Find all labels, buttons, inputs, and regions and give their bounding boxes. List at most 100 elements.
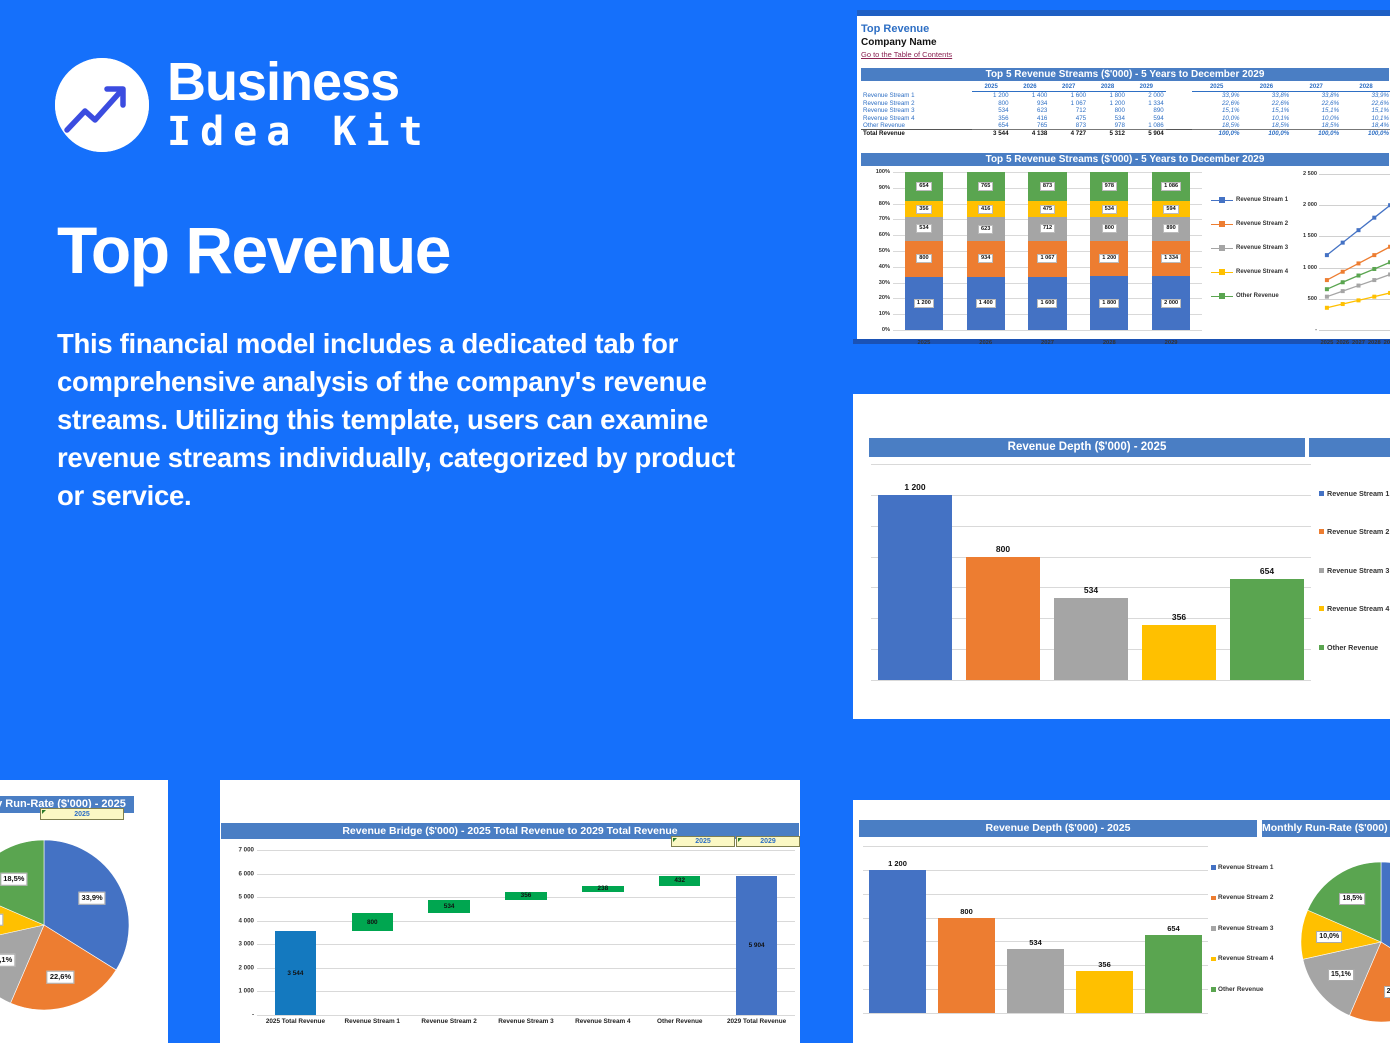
legend-item: Revenue Stream 2 — [1211, 212, 1289, 236]
legend-label: Revenue Stream 2 — [1236, 221, 1289, 227]
data-label: 800 — [995, 543, 1011, 554]
monthly-run-rate-pie-right: 33,9%22,6%15,1%10,0%18,5% — [1301, 862, 1390, 1022]
stacked-bar-segment: 2 000 — [1151, 276, 1191, 330]
x-axis-tick: 2029 Total Revenue — [726, 1018, 787, 1025]
x-axis-tick: Revenue Stream 3 — [498, 1018, 554, 1025]
stacked-bar-segment: 594 — [1151, 201, 1191, 217]
monthly-run-rate-title-right: Monthly Run-Rate ($'000) - 2025 — [1262, 820, 1390, 837]
legend-label: Revenue Stream 4 — [1327, 604, 1390, 614]
year-selector-dropdown[interactable]: 2025 — [40, 808, 124, 820]
gridline — [871, 525, 1311, 527]
data-label: 356 — [1098, 959, 1111, 969]
data-label: 765 — [978, 182, 994, 192]
y-axis-tick: 90% — [878, 184, 890, 191]
sheet-header: Top Revenue Company Name Go to the Table… — [861, 23, 952, 61]
data-label: 800 — [916, 254, 932, 264]
revenue-depth-legend-bottom: Revenue Stream 1 Revenue Stream 2 Revenue … — [1211, 852, 1281, 1005]
brand-name-primary: Business — [167, 52, 400, 112]
waterfall-delta-bar: 432 — [658, 875, 701, 887]
y-axis-tick: 1 000 — [238, 987, 254, 995]
stacked-bar-segment: 356 — [904, 201, 944, 218]
y-axis-tick: 1 000 — [1303, 264, 1317, 271]
gridline — [863, 917, 1208, 919]
gridline — [863, 869, 1208, 871]
revenue-trend-line-chart: -500 1 000 1 500 2 000 2 500 2025 2026 2027 202… — [1291, 168, 1390, 344]
stacked-bar-segment: 1 086 — [1151, 172, 1191, 202]
waterfall-delta-bar: 356 — [505, 891, 547, 901]
legend-item: Revenue Stream 3 — [1211, 236, 1289, 260]
revenue-bridge-card: Revenue Bridge ($'000) - 2025 Total Reve… — [220, 780, 800, 1043]
hero-panel: Business Idea Kit Top Revenue This finan… — [0, 0, 820, 780]
legend-swatch — [1319, 529, 1324, 535]
revenue-depth-card: Revenue Depth ($'000) - 2025 1 200 800 534… — [853, 394, 1390, 719]
pie-data-label: 15,1% — [0, 953, 16, 967]
data-label: 356 — [1171, 612, 1187, 623]
gridline — [871, 556, 1311, 558]
data-label: 654 — [1167, 923, 1180, 933]
gridline — [871, 587, 1311, 589]
gridline — [863, 1013, 1208, 1014]
sheet-left-strip — [853, 10, 857, 344]
pie-data-label: 15,1% — [1328, 969, 1354, 982]
gridline — [257, 920, 795, 922]
gridline — [257, 873, 795, 875]
revenue-bridge-title: Revenue Bridge ($'000) - 2025 Total Reve… — [221, 823, 799, 839]
bar — [1144, 935, 1203, 1013]
bar — [1142, 625, 1216, 680]
stacked-bar-segment: 934 — [966, 240, 1005, 277]
data-label: 712 — [1039, 224, 1056, 234]
table-row: Revenue Stream 4 356 416 475 534 594 10,0% 10,1… — [863, 114, 1389, 122]
legend-marker — [1211, 221, 1233, 227]
x-axis-tick: Other Revenue — [656, 1018, 703, 1025]
data-label: 800 — [1101, 224, 1117, 234]
legend-item: Other Revenue — [1211, 284, 1289, 308]
data-label: 654 — [1259, 566, 1275, 577]
legend-item: Other Revenue — [1211, 974, 1281, 1005]
gridline — [1319, 205, 1390, 207]
stacked-bar-segment: 800 — [1090, 217, 1129, 241]
stacked-bar-segment: 1 200 — [1090, 240, 1129, 277]
bridge-year-from-dropdown[interactable]: 2025 — [671, 836, 735, 847]
legend-label: Revenue Stream 3 — [1218, 924, 1274, 932]
data-label: 1 067 — [1037, 254, 1058, 264]
y-axis-tick: 1 500 — [1303, 233, 1317, 240]
line-series-group — [1324, 203, 1390, 310]
legend-label: Revenue Stream 1 — [1236, 197, 1289, 203]
data-label: 890 — [1163, 224, 1179, 234]
legend-label: Other Revenue — [1236, 293, 1279, 299]
legend-label: Revenue Stream 2 — [1218, 894, 1274, 902]
table-of-contents-link[interactable]: Go to the Table of Contents — [861, 50, 953, 60]
gridline — [893, 330, 1202, 331]
x-axis-tick: 2025 — [917, 340, 931, 344]
data-label: 534 — [1083, 584, 1099, 595]
revenue-depth-title-bottom: Revenue Depth ($'000) - 2025 — [859, 820, 1257, 837]
y-axis-tick: - — [251, 1011, 254, 1019]
stacked-bar-column: 2 000 1 334 890 594 1 086 — [1151, 172, 1191, 330]
y-axis-tick: 6 000 — [238, 870, 254, 878]
x-axis-tick: 2026 — [979, 340, 993, 344]
legend-item: Other Revenue — [1319, 628, 1390, 667]
revenue-depth-plot: 1 200 800 534 356 654 — [871, 464, 1311, 681]
y-axis-tick: 2 500 — [1303, 171, 1317, 177]
waterfall-total-bar: 5 904 — [735, 875, 778, 1015]
y-axis-tick: 100% — [875, 169, 890, 175]
data-label: 800 — [960, 906, 973, 916]
y-axis-tick: 80% — [878, 200, 890, 207]
bar — [1075, 970, 1134, 1013]
stacked-bar-segment: 1 600 — [1028, 276, 1067, 330]
legend-swatch — [1319, 567, 1324, 573]
bridge-year-to-dropdown[interactable]: 2029 — [736, 836, 800, 847]
legend-label: Revenue Stream 1 — [1327, 488, 1390, 498]
legend-item: Revenue Stream 4 — [1211, 260, 1289, 284]
y-axis-tick: 7 000 — [238, 846, 254, 854]
sheet-bottom-strip — [853, 339, 1390, 344]
legend-swatch — [1211, 895, 1216, 900]
legend-item: Revenue Stream 3 — [1211, 913, 1281, 944]
data-label: 654 — [916, 182, 932, 192]
data-label: 416 — [978, 204, 994, 214]
data-label: 1 200 — [904, 481, 926, 492]
x-axis-tick: Revenue Stream 2 — [421, 1018, 477, 1025]
x-axis-tick: 2029 — [1383, 340, 1390, 344]
legend-label: Other Revenue — [1218, 985, 1264, 993]
